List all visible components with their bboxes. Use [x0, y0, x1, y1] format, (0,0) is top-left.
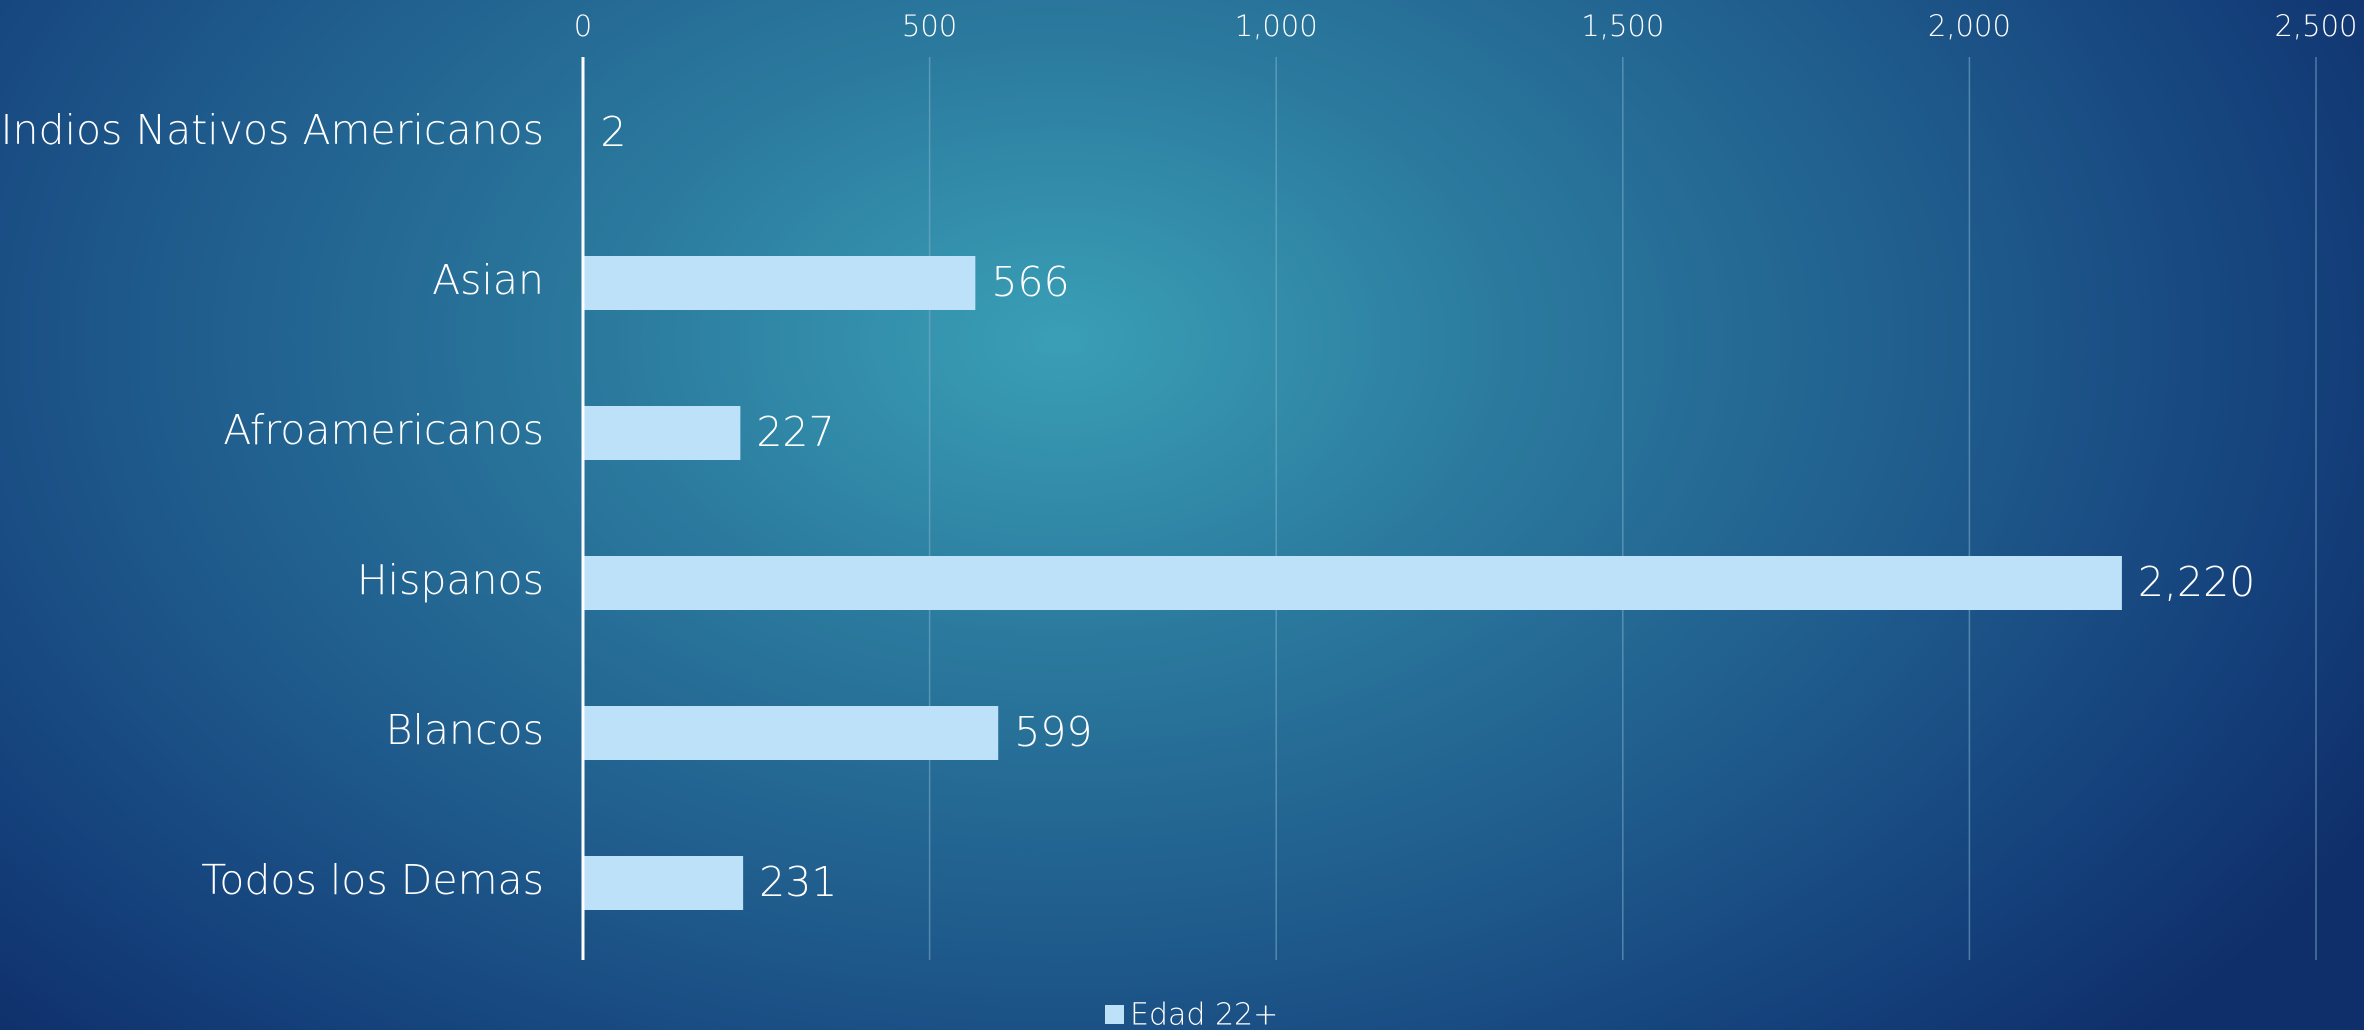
category-label: Todos los Demas — [201, 856, 544, 904]
bars — [583, 106, 2122, 910]
legend-swatch — [1105, 1005, 1124, 1024]
data-label: 231 — [759, 858, 837, 906]
x-tick-label: 500 — [902, 9, 957, 43]
x-axis-ticks: 0 500 1,000 1,500 2,000 2,500 — [574, 9, 2358, 43]
x-tick-label: 2,500 — [2274, 9, 2357, 43]
category-labels: Indios Nativos Americanos Asian Afroameric… — [0, 106, 544, 904]
bar — [583, 256, 976, 310]
category-label: Hispanos — [357, 556, 544, 604]
bar — [583, 556, 2122, 610]
data-label: 2,220 — [2138, 558, 2255, 606]
legend: Edad 22+ — [1105, 998, 1278, 1030]
x-tick-label: 2,000 — [1928, 9, 2011, 43]
category-label: Indios Nativos Americanos — [0, 106, 544, 154]
bar — [583, 706, 999, 760]
data-label: 566 — [991, 258, 1069, 306]
data-label: 2 — [600, 108, 626, 156]
bar — [583, 856, 744, 910]
x-tick-label: 0 — [574, 9, 592, 43]
x-tick-label: 1,500 — [1581, 9, 1664, 43]
legend-label: Edad 22+ — [1130, 998, 1278, 1030]
bar — [583, 406, 741, 460]
category-label: Blancos — [386, 706, 544, 754]
data-label: 599 — [1014, 708, 1092, 756]
gridlines — [928, 57, 2317, 960]
data-label: 227 — [756, 408, 834, 456]
x-tick-label: 1,000 — [1235, 9, 1318, 43]
data-labels: 2 566 227 2,220 599 231 — [600, 108, 2255, 906]
category-label: Afroamericanos — [223, 406, 544, 454]
category-label: Asian — [432, 256, 544, 304]
